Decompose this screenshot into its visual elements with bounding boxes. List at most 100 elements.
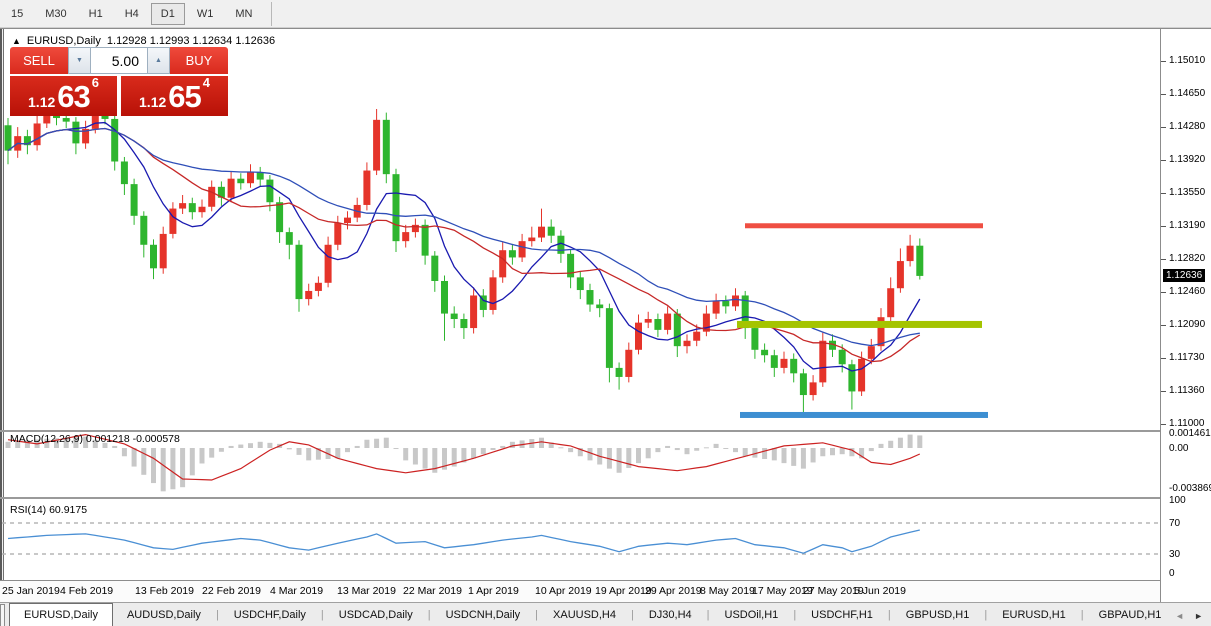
window-left-edge: [0, 29, 4, 601]
chart-tab-bar: EURUSD,Daily AUDUSD,Daily | USDCHF,Daily | US…: [0, 602, 1211, 626]
chart-symbol-label: EURUSD,Daily: [26, 35, 101, 47]
tabs-scroll-left-arrow[interactable]: ◄: [1175, 611, 1185, 621]
ma-slow-line: [7, 127, 920, 347]
date-axis-label: 22 Feb 2019: [202, 585, 261, 597]
price-axis-tick: [1161, 325, 1166, 327]
price-axis-label: 1.12090: [1169, 319, 1206, 331]
rsi-axis-label: 70: [1169, 518, 1181, 529]
sell-button[interactable]: SELL: [10, 47, 68, 74]
sell-price-big: 63: [57, 79, 90, 114]
rsi-line: [7, 529, 920, 554]
date-axis-label: 4 Mar 2019: [270, 585, 324, 597]
price-axis[interactable]: 1.15010 1.14650 1.14280 1.13920 1.13550 1.131…: [1160, 29, 1211, 602]
price-axis-label: 1.13920: [1169, 153, 1206, 165]
chart-tab-usdchf-h1[interactable]: USDCHF,H1: [811, 609, 873, 621]
chart-tab-usdcnh-daily[interactable]: USDCNH,Daily: [445, 609, 521, 621]
price-axis-tick: [1161, 259, 1166, 261]
support-line: [737, 320, 982, 328]
date-axis-label: 19 Apr 2019: [595, 585, 652, 597]
macd-indicator-label: MACD(12,26,9) 0.001218 -0.000578: [10, 433, 180, 445]
date-axis-label: 8 May 2019: [700, 585, 755, 597]
tab-separator: |: [706, 608, 710, 621]
tab-separator: |: [535, 608, 539, 621]
price-axis-label: 1.12460: [1169, 285, 1206, 297]
price-axis-label: 1.12820: [1169, 253, 1206, 265]
tab-separator: |: [215, 608, 219, 621]
timeframe-button-mn[interactable]: MN: [235, 7, 253, 20]
chart-tab-usdchf-daily[interactable]: USDCHF,Daily: [233, 609, 306, 621]
timeframe-button-15[interactable]: 15: [11, 7, 24, 20]
chart-canvas[interactable]: [0, 29, 1160, 602]
buy-price-big: 65: [168, 79, 201, 114]
price-axis-tick: [1161, 193, 1166, 195]
price-axis-tick: [1161, 424, 1166, 426]
price-axis-tick: [1161, 159, 1166, 161]
price-axis-label: 1.13190: [1169, 219, 1206, 231]
chart-tab-gbpusd-h1[interactable]: GBPUSD,H1: [905, 609, 970, 621]
tab-separator: |: [320, 608, 324, 621]
price-axis-tick: [1161, 93, 1166, 95]
tab-separator: |: [631, 608, 634, 621]
price-axis-label: 1.14280: [1169, 121, 1206, 133]
sell-price-display[interactable]: 1.12 63 6: [10, 76, 117, 116]
date-axis-label: 29 Apr 2019: [645, 585, 702, 597]
tab-separator: |: [793, 608, 797, 621]
tabs-scroll-right-arrow[interactable]: ►: [1194, 611, 1203, 621]
chart-tab-usdcad-daily[interactable]: USDCAD,Daily: [338, 609, 413, 621]
price-axis-label: 1.11360: [1169, 385, 1205, 397]
chart-tab-xauusd-h4[interactable]: XAUUSD,H4: [553, 609, 616, 621]
price-axis-label: 1.11730: [1169, 351, 1205, 363]
price-axis-label: 1.14650: [1169, 87, 1206, 99]
date-axis-label: 13 Mar 2019: [337, 585, 396, 597]
rsi-axis-label: 100: [1169, 494, 1186, 506]
buy-button[interactable]: BUY: [170, 47, 228, 74]
date-axis[interactable]: 25 Jan 2019 4 Feb 2019 13 Feb 2019 22 Feb 2…: [0, 580, 1160, 602]
price-axis-label: 1.15010: [1169, 55, 1206, 66]
tab-separator: |: [1080, 608, 1084, 621]
volume-input[interactable]: 5.00: [91, 47, 147, 74]
chart-tab-audusd-daily[interactable]: AUDUSD,Daily: [126, 609, 201, 621]
chart-tab-usdoil-h1[interactable]: USDOil,H1: [724, 609, 779, 621]
tab-bar-grip[interactable]: [0, 604, 5, 626]
current-price-tag: 1.12636: [1163, 269, 1206, 283]
candle-series: [4, 104, 924, 415]
date-axis-label: 10 Apr 2019: [535, 585, 592, 597]
chart-tab-gbpaud-h1[interactable]: GBPAUD,H1: [1098, 609, 1162, 621]
timeframe-button-m30[interactable]: M30: [45, 7, 67, 20]
buy-price-display[interactable]: 1.12 65 4: [121, 76, 228, 116]
date-axis-label: 27 May 2019: [803, 585, 864, 597]
price-axis-tick: [1161, 357, 1166, 359]
price-axis-tick: [1161, 225, 1166, 227]
date-axis-label: 22 Mar 2019: [403, 585, 462, 597]
macd-axis-label: 0.001461: [1169, 427, 1211, 439]
volume-decrease-button[interactable]: ▼: [68, 47, 91, 74]
tab-separator: |: [427, 608, 431, 621]
chart-tab-dj30-h4[interactable]: DJ30,H4: [648, 609, 692, 621]
macd-signal-line: [7, 433, 921, 481]
date-axis-label: 17 May 2019: [752, 585, 813, 597]
rsi-indicator-label: RSI(14) 60.9175: [10, 504, 88, 516]
rsi-axis-label: 30: [1169, 549, 1181, 560]
sell-price-prefix: 1.12: [28, 94, 56, 110]
timeframe-button-w1[interactable]: W1: [196, 7, 214, 20]
chart-ohlc-values: 1.12928 1.12993 1.12634 1.12636: [106, 35, 276, 47]
collapse-panel-icon[interactable]: ▲: [12, 36, 21, 46]
timeframe-button-h1[interactable]: H1: [88, 7, 103, 20]
toolbar-separator: [271, 1, 273, 26]
tab-separator: |: [984, 608, 988, 621]
volume-increase-button[interactable]: ▲: [147, 47, 170, 74]
timeframe-button-d1[interactable]: D1: [150, 2, 185, 25]
timeframe-button-h4[interactable]: H4: [124, 7, 139, 20]
macd-axis-label: -0.003869: [1169, 482, 1211, 494]
sell-price-pipette: 6: [91, 75, 99, 90]
price-axis-tick: [1161, 61, 1166, 62]
lower-support-line: [740, 411, 988, 418]
macd-axis-label: 0.00: [1169, 443, 1189, 454]
price-axis-tick: [1161, 127, 1166, 129]
date-axis-label: 4 Feb 2019: [60, 585, 114, 597]
price-axis-tick: [1161, 291, 1166, 293]
chart-tab-eurusd-h1[interactable]: EURUSD,H1: [1002, 609, 1066, 621]
buy-price-prefix: 1.12: [139, 94, 167, 110]
chart-tab-eurusd-daily[interactable]: EURUSD,Daily: [9, 603, 113, 626]
timeframe-toolbar: 15 M30 H1 H4 D1 W1 MN: [0, 0, 1211, 28]
